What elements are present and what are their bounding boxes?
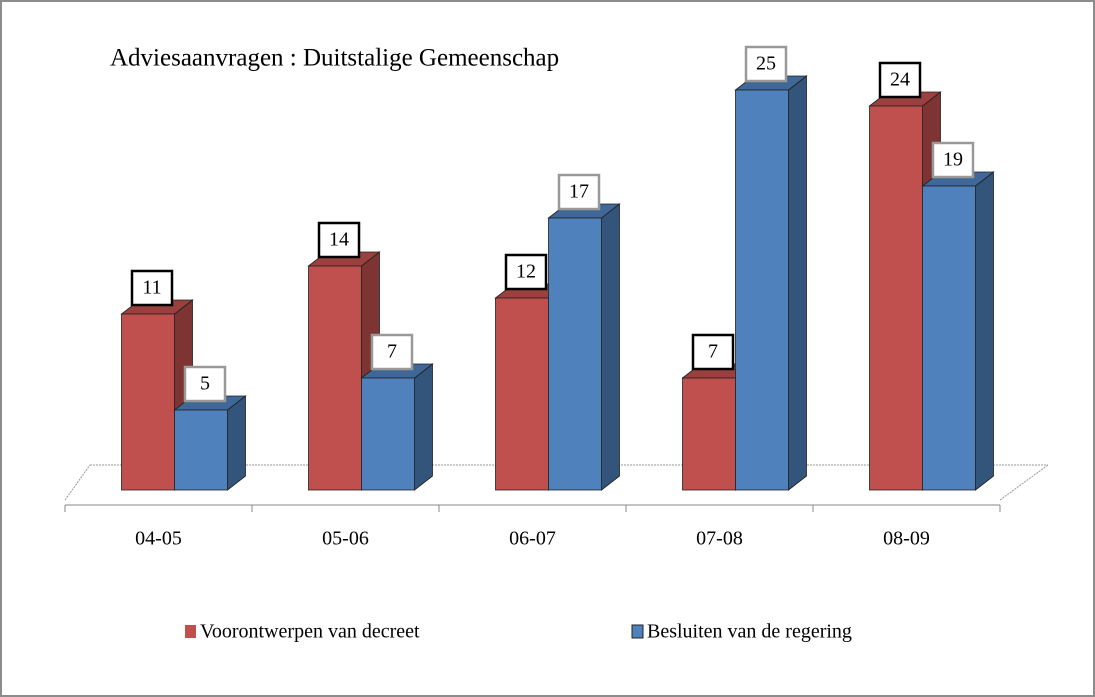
legend-label: Voorontwerpen van decreet [200,621,420,643]
data-label-box [931,141,975,179]
bar [495,297,549,491]
data-label-box [504,253,548,291]
floor-right [999,464,1049,501]
bar [735,89,789,491]
data-label: 7 [387,341,397,363]
data-label-box [370,333,414,371]
x-tick-label: 04-05 [135,528,182,550]
bar [174,409,228,491]
bar-side [227,395,246,491]
data-label: 14 [329,229,349,251]
data-label-box [744,45,788,83]
chart-title: Adviesaanvragen : Duitstalige Gemeenscha… [110,45,559,72]
data-label-box [691,333,735,371]
data-label-box [130,269,174,307]
x-tick-label: 08-09 [883,528,930,550]
bar [308,265,362,491]
data-label-box [183,365,227,403]
data-label: 12 [516,261,536,283]
legend-swatch [631,624,644,639]
bar-side [975,171,994,491]
x-tick-label: 05-06 [322,528,369,550]
data-label-box [878,61,922,99]
legend-swatch [185,625,196,638]
bar [548,217,602,491]
bar-side [788,75,807,491]
data-label: 24 [890,69,910,91]
data-label: 5 [200,373,210,395]
bar-side [601,203,620,491]
legend-label: Besluiten van de regering [647,621,852,643]
data-label: 25 [756,53,776,75]
x-tick-label: 07-08 [696,528,743,550]
bar [361,377,415,491]
data-label-box [557,173,601,211]
bar [869,105,923,491]
data-label: 11 [142,277,161,299]
data-label-box [317,221,361,259]
data-label: 19 [943,149,963,171]
data-label: 7 [708,341,718,363]
bar [121,313,175,491]
floor-left [64,464,91,501]
bar-side [414,363,433,491]
bar [682,377,736,491]
x-tick-label: 06-07 [509,528,556,550]
data-label: 17 [569,181,589,203]
bar [922,185,976,491]
